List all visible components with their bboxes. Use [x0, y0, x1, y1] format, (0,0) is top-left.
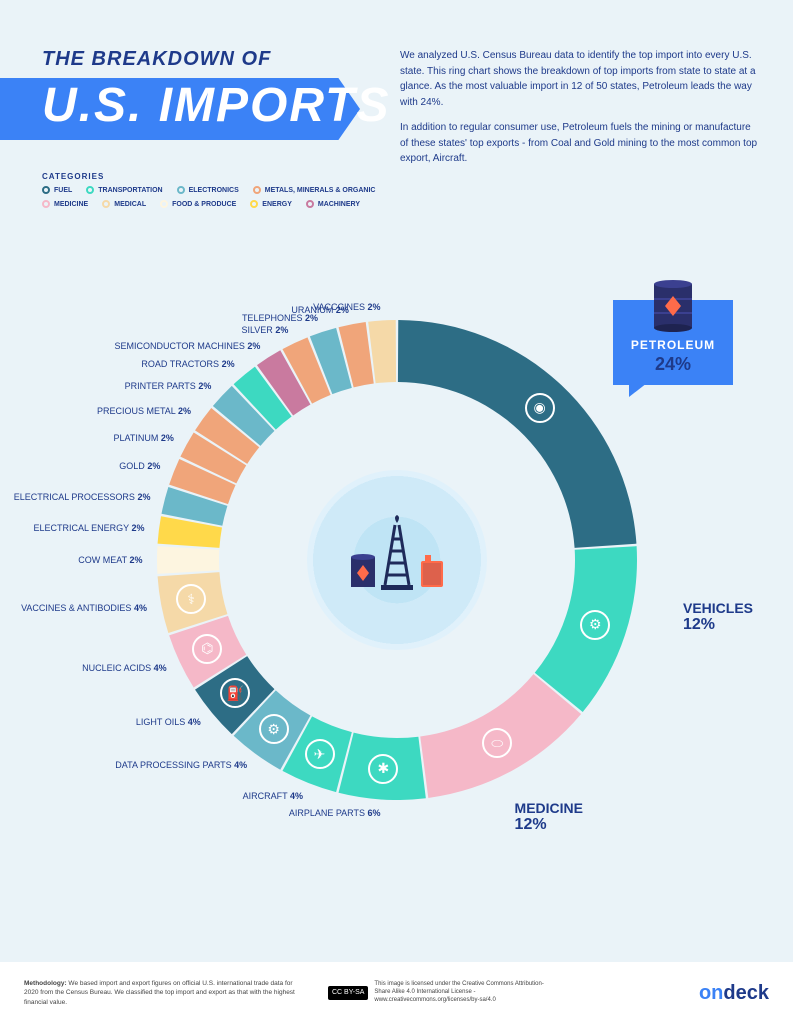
pretitle: THE BREAKDOWN OF — [42, 48, 271, 71]
slice-icon: ◉ — [525, 393, 555, 423]
donut-slice — [157, 546, 219, 574]
legend-item: ELECTRONICS — [177, 186, 239, 194]
slice-label: LIGHT OILS 4% — [136, 717, 201, 727]
slice-icon: ⛽ — [220, 678, 250, 708]
brand-logo: ondeck — [699, 982, 769, 1005]
slice-label: ELECTRICAL ENERGY 2% — [33, 523, 144, 533]
cc-badge: CC BY-SA — [328, 986, 368, 999]
slice-icon: ⬭ — [482, 728, 512, 758]
slice-label: AIRCRAFT 4% — [243, 791, 303, 801]
legend-title: CATEGORIES — [42, 172, 104, 181]
intro-p1: We analyzed U.S. Census Bureau data to i… — [400, 48, 760, 110]
slice-label: PRECIOUS METAL 2% — [97, 406, 191, 416]
slice-label: AIRPLANE PARTS 6% — [289, 808, 381, 818]
slice-icon: ⚙ — [580, 610, 610, 640]
legend-item: FUEL — [42, 186, 72, 194]
license-block: CC BY-SA This image is licensed under th… — [328, 981, 548, 1004]
slice-icon: ⚕ — [176, 584, 206, 614]
legend-item: MACHINERY — [306, 200, 360, 208]
slice-label: PLATINUM 2% — [114, 433, 174, 443]
callout-pct: 24% — [619, 354, 727, 375]
callout-petroleum: PETROLEUM 24% — [613, 300, 733, 385]
legend-item: ENERGY — [250, 200, 292, 208]
legend-item: MEDICAL — [102, 200, 146, 208]
title: U.S. IMPORTS — [42, 78, 391, 133]
slice-label: SILVER 2% — [241, 325, 288, 335]
intro-p2: In addition to regular consumer use, Pet… — [400, 120, 760, 167]
slice-label: SEMICONDUCTOR MACHINES 2% — [115, 341, 261, 351]
slice-icon: ✈ — [305, 739, 335, 769]
slice-label: VACCINES & ANTIBODIES 4% — [21, 603, 147, 613]
slice-label: ELECTRICAL PROCESSORS 2% — [14, 492, 151, 502]
slice-label: DATA PROCESSING PARTS 4% — [115, 760, 247, 770]
legend: FUEL TRANSPORTATION ELECTRONICS METALS, MIN… — [42, 186, 422, 208]
slice-icon: ⌬ — [192, 634, 222, 664]
slice-label: VACCCINES 2% — [313, 302, 380, 312]
methodology-text: Methodology: We based import and export … — [24, 979, 304, 1006]
label-vehicles: VEHICLES 12% — [683, 600, 753, 634]
slice-label: GOLD 2% — [119, 461, 160, 471]
slice-label: PRINTER PARTS 2% — [125, 381, 212, 391]
callout-title: PETROLEUM — [619, 338, 727, 352]
footer: Methodology: We based import and export … — [0, 962, 793, 1024]
legend-item: TRANSPORTATION — [86, 186, 162, 194]
barrel-icon — [650, 278, 696, 332]
legend-item: METALS, MINERALS & ORGANIC — [253, 186, 376, 194]
slice-icon: ✱ — [368, 754, 398, 784]
center-illustration — [307, 470, 487, 650]
slice-label: NUCLEIC ACIDS 4% — [82, 663, 167, 673]
slice-label: COW MEAT 2% — [78, 555, 142, 565]
slice-label: ROAD TRACTORS 2% — [141, 359, 234, 369]
legend-item: MEDICINE — [42, 200, 88, 208]
legend-item: FOOD & PRODUCE — [160, 200, 236, 208]
slice-icon: ⚙ — [259, 714, 289, 744]
donut-chart: ◉ ⚙ ⬭ ✱ ✈ ⚙ ⛽ ⌬ ⚕ — [157, 320, 637, 800]
label-medicine: MEDICINE 12% — [515, 800, 583, 834]
intro-paragraphs: We analyzed U.S. Census Bureau data to i… — [400, 48, 760, 177]
